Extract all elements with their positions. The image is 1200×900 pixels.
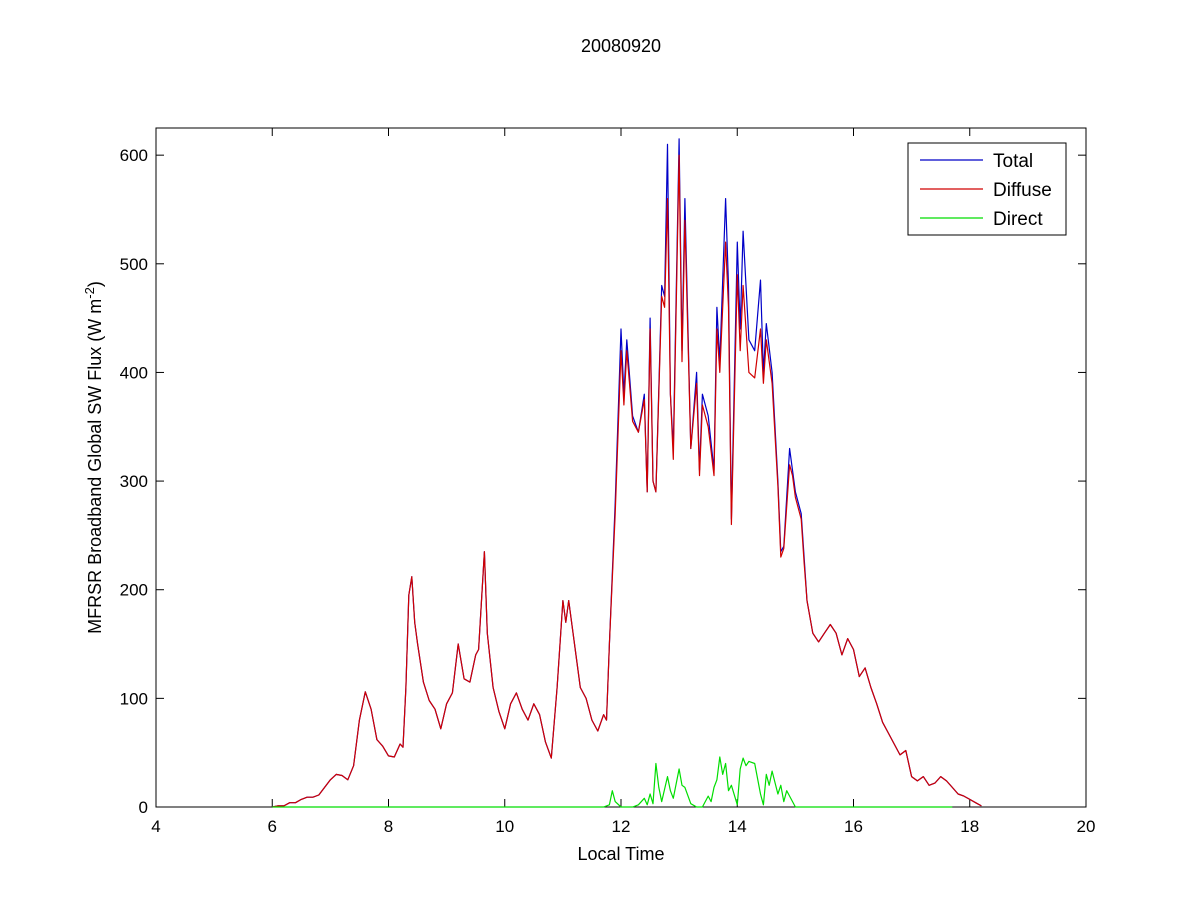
legend-label-direct: Direct — [993, 209, 1043, 230]
legend: Total Diffuse Direct — [907, 142, 1067, 236]
x-tick-label: 4 — [151, 817, 160, 836]
x-tick-label: 12 — [612, 817, 631, 836]
series-lines — [272, 138, 982, 808]
legend-label-total: Total — [993, 151, 1033, 172]
y-axis-label: MFRSR Broadband Global SW Flux (W m-2) — [82, 281, 106, 634]
x-tick-label: 14 — [728, 817, 747, 836]
chart-title: 20080920 — [581, 36, 661, 56]
x-tick-label: 18 — [960, 817, 979, 836]
y-tick-label: 500 — [120, 255, 148, 274]
series-line-total — [272, 138, 982, 808]
y-axis-label-main: MFRSR Broadband Global SW Flux (W m — [85, 299, 105, 634]
x-tick-label: 10 — [495, 817, 514, 836]
y-tick-label: 400 — [120, 363, 148, 382]
y-axis-label-superscript: -2 — [82, 287, 97, 299]
y-axis-label-end: ) — [85, 281, 105, 287]
y-tick-label: 300 — [120, 472, 148, 491]
series-line-direct — [272, 756, 953, 808]
y-tick-label: 200 — [120, 581, 148, 600]
axis-ticks — [155, 128, 1087, 808]
y-tick-label: 0 — [139, 798, 148, 817]
y-tick-label: 600 — [120, 146, 148, 165]
x-tick-label: 16 — [844, 817, 863, 836]
x-tick-label: 6 — [268, 817, 277, 836]
x-tick-label: 8 — [384, 817, 393, 836]
x-tick-label: 20 — [1077, 817, 1096, 836]
series-line-diffuse — [272, 154, 982, 808]
x-axis-label: Local Time — [577, 844, 664, 864]
y-tick-label: 100 — [120, 689, 148, 708]
legend-label-diffuse: Diffuse — [993, 180, 1052, 201]
